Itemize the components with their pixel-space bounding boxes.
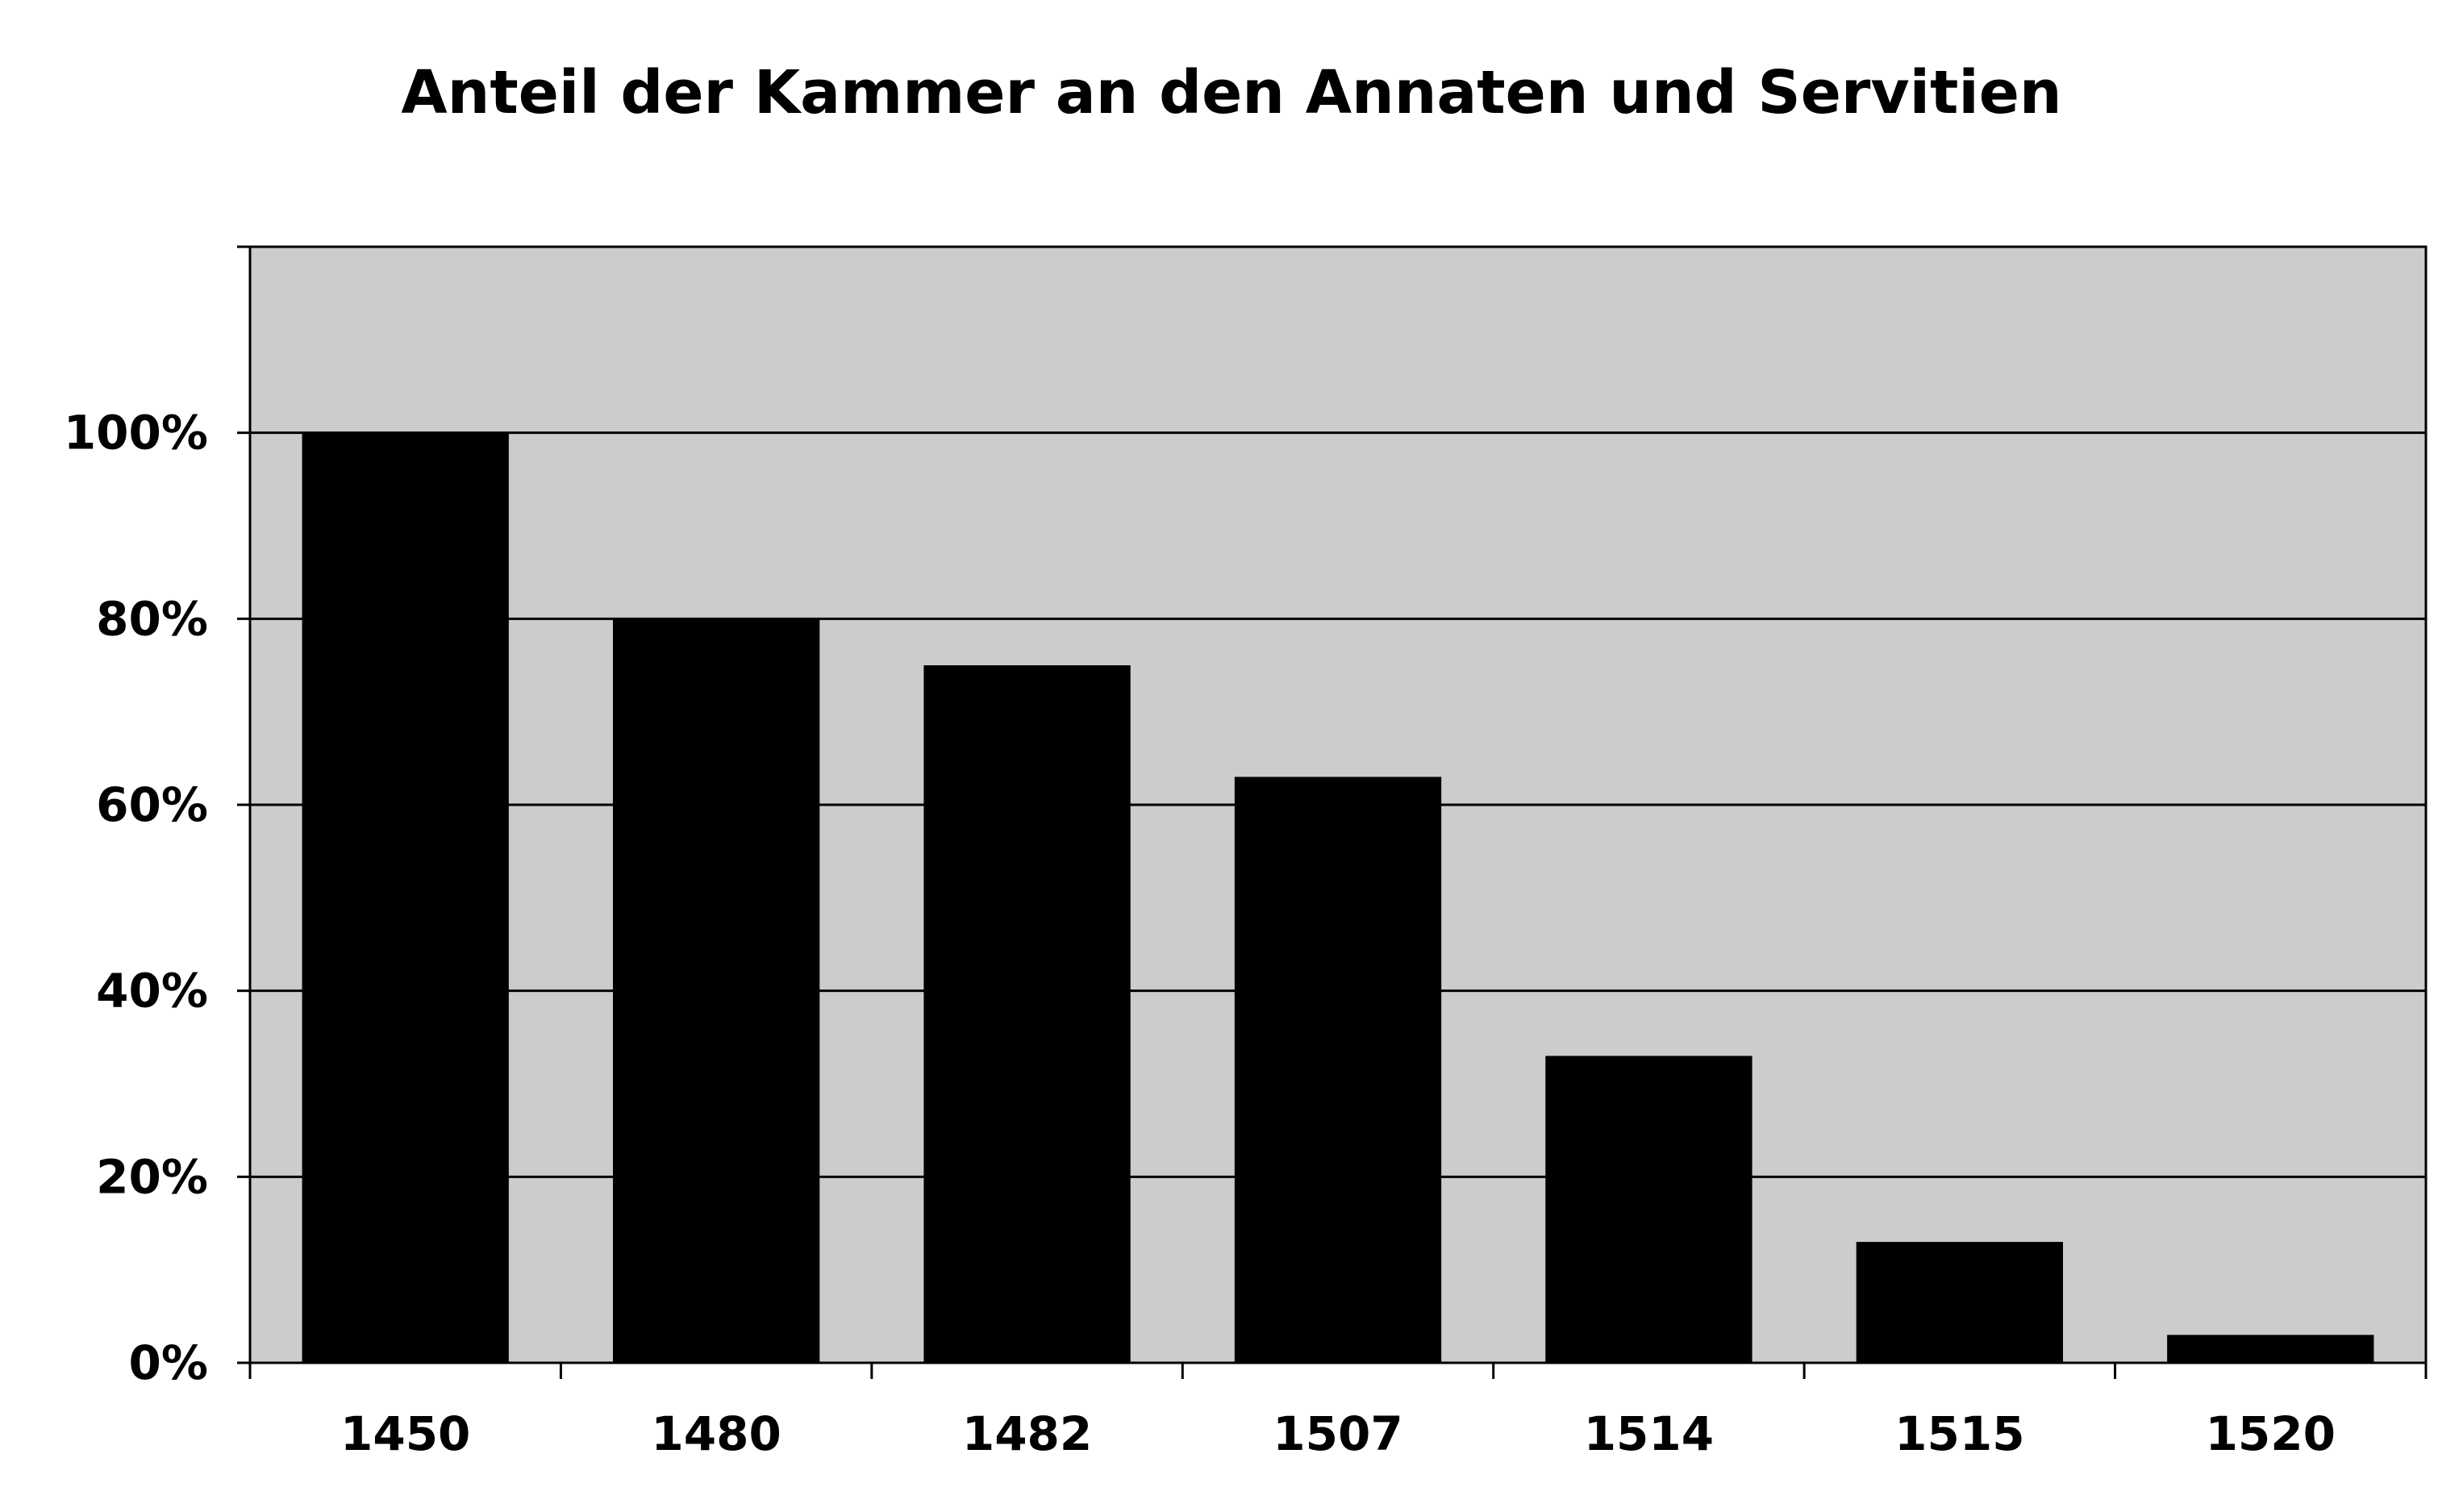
- bar-1520: [2167, 1335, 2374, 1363]
- y-tick-label-80: 80%: [96, 591, 208, 646]
- y-tick-labels: 0% 20% 40% 60% 80% 100%: [64, 406, 208, 1390]
- bar-1514: [1545, 1056, 1752, 1363]
- x-tick-label-1480: 1480: [651, 1406, 781, 1461]
- y-tick-label-100: 100%: [64, 406, 208, 460]
- bar-1482: [923, 665, 1131, 1363]
- x-tick-label-1482: 1482: [962, 1406, 1092, 1461]
- x-tick-label-1450: 1450: [340, 1406, 470, 1461]
- bar-1515: [1856, 1242, 2064, 1363]
- bars: [302, 432, 2374, 1363]
- y-tick-label-20: 20%: [96, 1149, 208, 1204]
- bar-1507: [1234, 777, 1442, 1363]
- chart-title: Anteil der Kammer an den Annaten und Ser…: [401, 58, 2062, 127]
- y-tick-label-0: 0%: [129, 1335, 208, 1390]
- y-tick-label-60: 60%: [96, 777, 208, 832]
- x-tick-label-1520: 1520: [2206, 1406, 2336, 1461]
- bar-1480: [612, 619, 820, 1363]
- x-tick-label-1515: 1515: [1894, 1406, 2024, 1461]
- y-tick-label-40: 40%: [96, 964, 208, 1018]
- bar-1450: [302, 432, 509, 1363]
- x-tick-labels: 1450 1480 1482 1507 1514 1515 1520: [340, 1406, 2336, 1461]
- x-tick-label-1507: 1507: [1273, 1406, 1402, 1461]
- axes: [237, 245, 2428, 1379]
- x-tick-label-1514: 1514: [1584, 1406, 1714, 1461]
